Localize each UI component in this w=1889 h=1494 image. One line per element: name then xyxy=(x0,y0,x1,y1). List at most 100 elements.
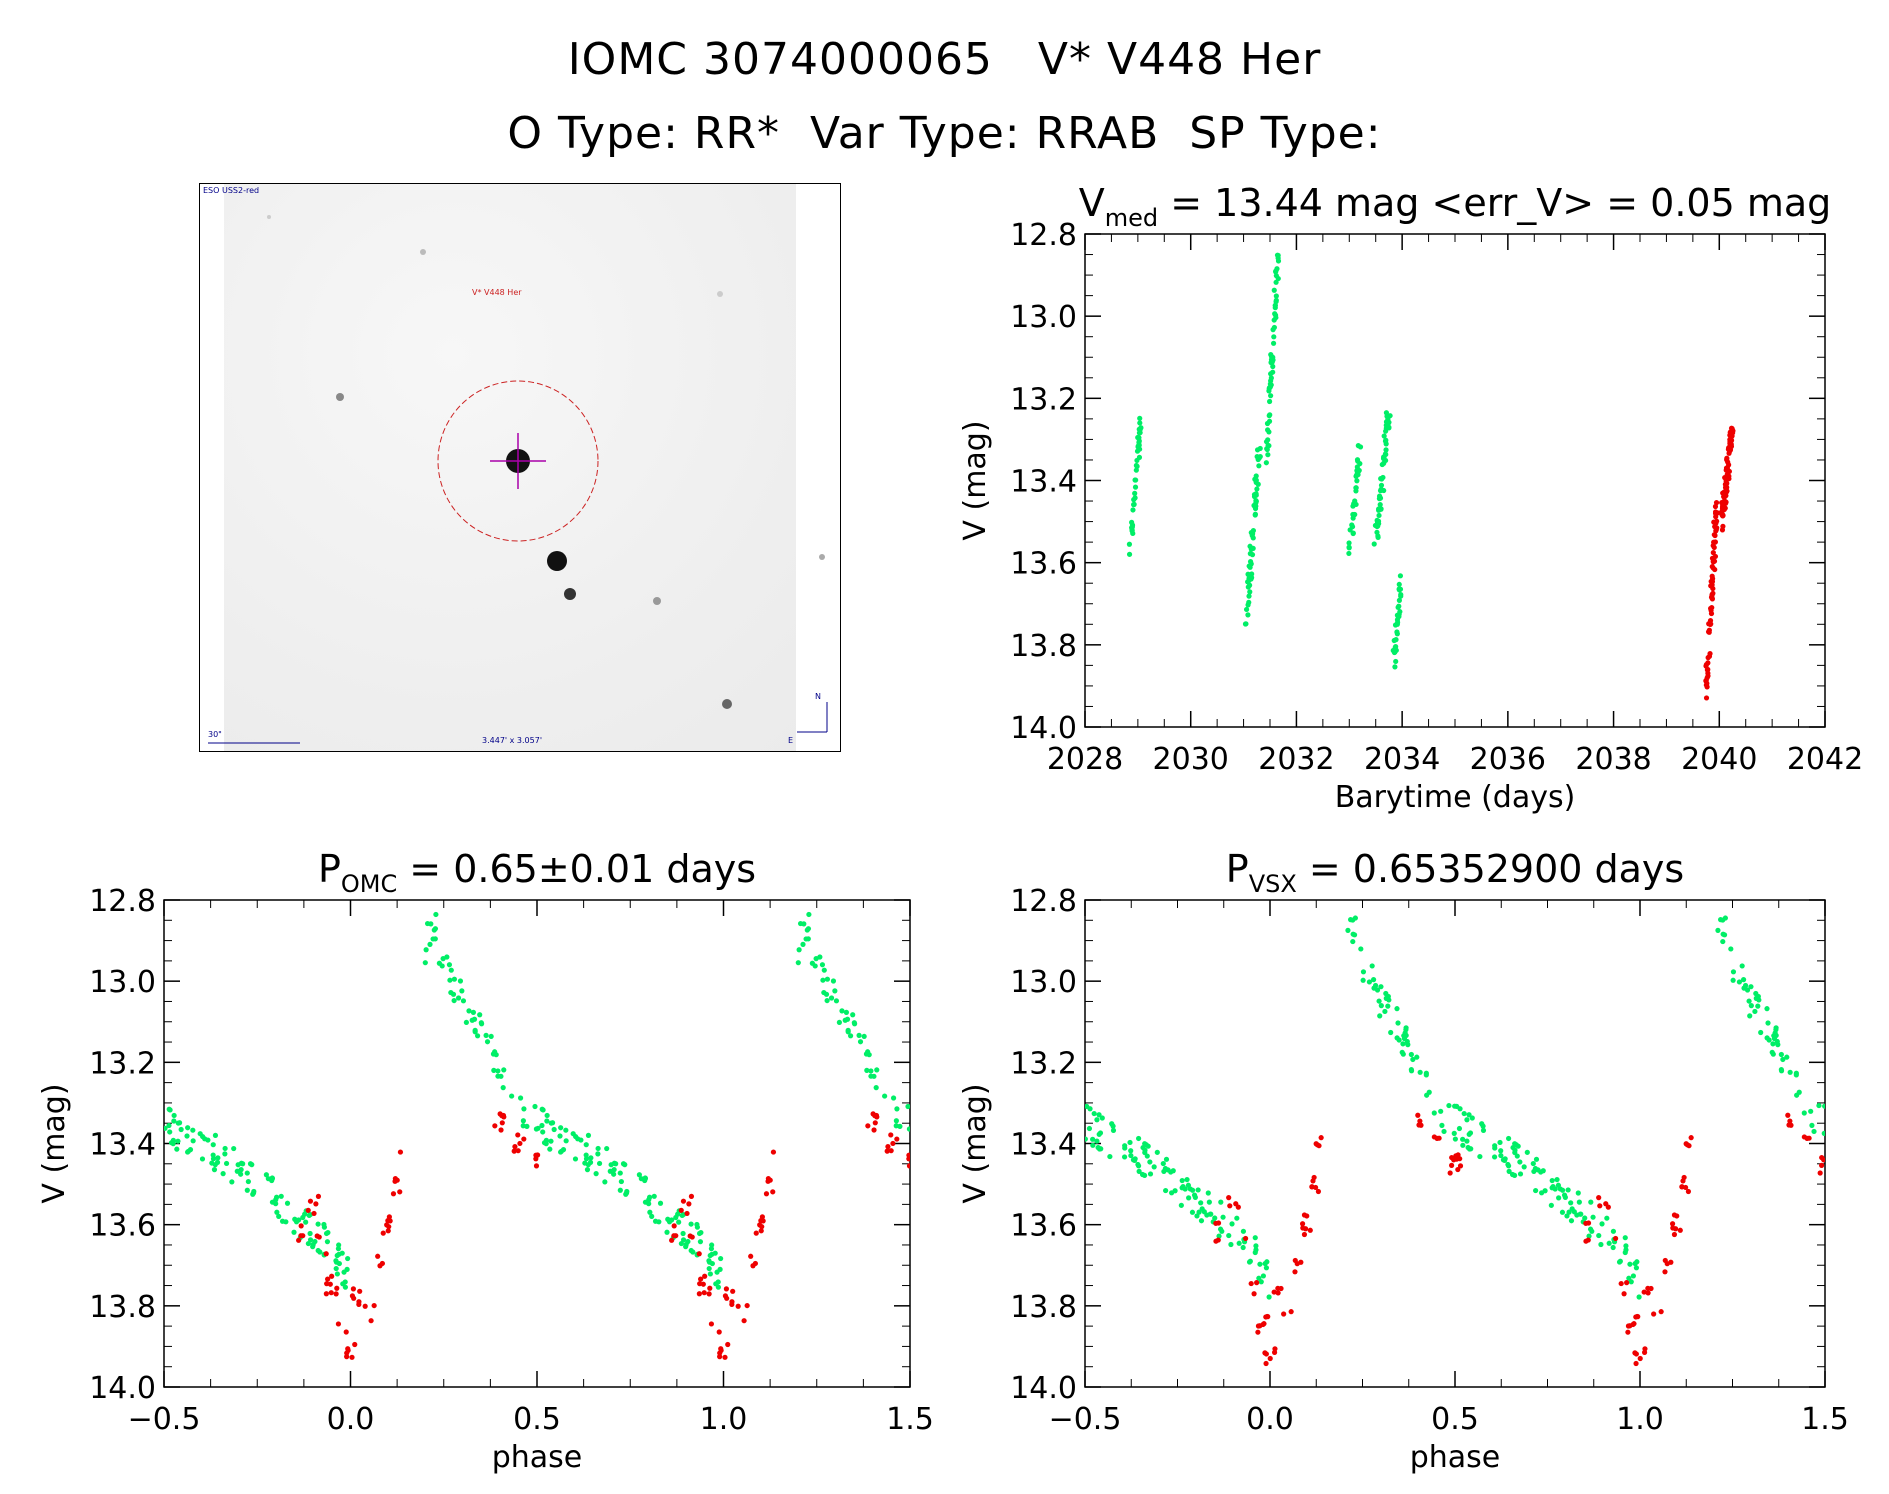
red-point xyxy=(1292,1269,1298,1275)
green-point xyxy=(190,1138,196,1144)
green-point xyxy=(1747,1013,1753,1019)
green-point xyxy=(1408,1066,1414,1073)
green-point xyxy=(1360,969,1367,975)
green-point xyxy=(1383,410,1390,416)
green-point xyxy=(1787,1069,1793,1075)
green-point xyxy=(1556,1195,1562,1201)
red-point xyxy=(735,1303,741,1309)
red-point xyxy=(717,1350,723,1356)
green-point xyxy=(448,989,454,996)
green-point xyxy=(1417,1069,1423,1075)
red-point xyxy=(1712,532,1718,539)
y-tick-label: 13.8 xyxy=(1010,629,1077,664)
green-point xyxy=(263,1172,269,1178)
green-point xyxy=(210,1142,216,1148)
green-point xyxy=(617,1187,623,1193)
green-point xyxy=(284,1200,291,1206)
green-point xyxy=(1559,1187,1566,1193)
green-point xyxy=(250,1191,256,1197)
red-point xyxy=(871,1127,877,1133)
green-point xyxy=(1128,1152,1134,1159)
red-point xyxy=(1261,1321,1267,1327)
green-point xyxy=(1216,1233,1222,1239)
red-point xyxy=(1275,1290,1281,1296)
green-point xyxy=(1598,1241,1604,1248)
green-point xyxy=(1451,1130,1457,1136)
red-point xyxy=(1662,1269,1668,1275)
green-point xyxy=(1379,461,1385,468)
green-point xyxy=(1477,1153,1483,1160)
green-point xyxy=(333,1258,339,1264)
green-point xyxy=(1270,357,1276,363)
green-point xyxy=(676,1219,682,1225)
green-point xyxy=(1357,461,1363,467)
green-point xyxy=(1431,1110,1437,1116)
red-point xyxy=(1583,1220,1589,1226)
green-point xyxy=(1492,1143,1498,1149)
x-axis-label: phase xyxy=(492,1440,583,1475)
y-tick-label: 13.8 xyxy=(1010,1290,1077,1325)
green-point xyxy=(678,1240,684,1247)
red-point xyxy=(1819,1154,1825,1161)
green-point xyxy=(1374,517,1380,523)
green-point xyxy=(1376,998,1382,1004)
green-point xyxy=(532,1103,538,1110)
green-point xyxy=(801,921,807,927)
green-point xyxy=(340,1281,346,1287)
red-point xyxy=(1720,523,1726,529)
green-point xyxy=(324,1239,331,1245)
red-point xyxy=(1263,1360,1269,1367)
green-point xyxy=(572,1156,579,1162)
red-point xyxy=(1712,539,1718,545)
green-point xyxy=(1426,1089,1432,1095)
red-point xyxy=(521,1136,527,1142)
green-point xyxy=(1270,340,1277,346)
target-label: V* V448 Her xyxy=(472,288,522,297)
green-point xyxy=(588,1155,594,1161)
green-point xyxy=(1555,1182,1562,1188)
red-point xyxy=(1713,528,1719,534)
green-point xyxy=(1198,1218,1205,1224)
red-point xyxy=(744,1302,750,1309)
x-tick-label: 2038 xyxy=(1575,742,1651,777)
green-point xyxy=(1133,477,1139,483)
red-point xyxy=(1213,1238,1219,1244)
green-point xyxy=(231,1145,237,1152)
green-point xyxy=(1353,485,1359,491)
green-point xyxy=(1533,1187,1539,1194)
green-point xyxy=(805,926,812,932)
red-point xyxy=(1447,1170,1453,1176)
red-point xyxy=(1457,1163,1464,1169)
red-point xyxy=(1257,1323,1263,1329)
green-point xyxy=(1272,302,1278,309)
green-point xyxy=(1728,946,1734,952)
green-point xyxy=(307,1237,314,1243)
green-point xyxy=(1395,1020,1401,1026)
red-point xyxy=(1728,429,1734,435)
green-point xyxy=(1376,507,1382,513)
green-point xyxy=(1358,946,1364,952)
green-point xyxy=(1099,1115,1105,1121)
green-point xyxy=(836,1019,842,1026)
red-point xyxy=(906,1156,910,1162)
green-point xyxy=(1131,501,1137,507)
y-tick-label: 13.2 xyxy=(89,1046,156,1081)
green-point xyxy=(539,1122,545,1129)
y-tick-label: 12.8 xyxy=(1010,218,1077,253)
green-point xyxy=(1748,1003,1754,1009)
green-point xyxy=(1378,1003,1384,1009)
red-point xyxy=(888,1132,894,1138)
green-point xyxy=(1273,269,1279,275)
green-point xyxy=(1461,1110,1467,1117)
green-point xyxy=(1533,1156,1540,1162)
green-point xyxy=(1811,1128,1817,1135)
green-point xyxy=(1480,1127,1487,1134)
red-point xyxy=(770,1149,777,1155)
green-point xyxy=(478,1020,484,1026)
green-point xyxy=(1273,293,1279,299)
red-point xyxy=(1618,1280,1624,1287)
green-point xyxy=(302,1211,308,1217)
green-point xyxy=(1270,363,1276,370)
green-point xyxy=(714,1269,720,1275)
data-points xyxy=(1126,252,1736,701)
